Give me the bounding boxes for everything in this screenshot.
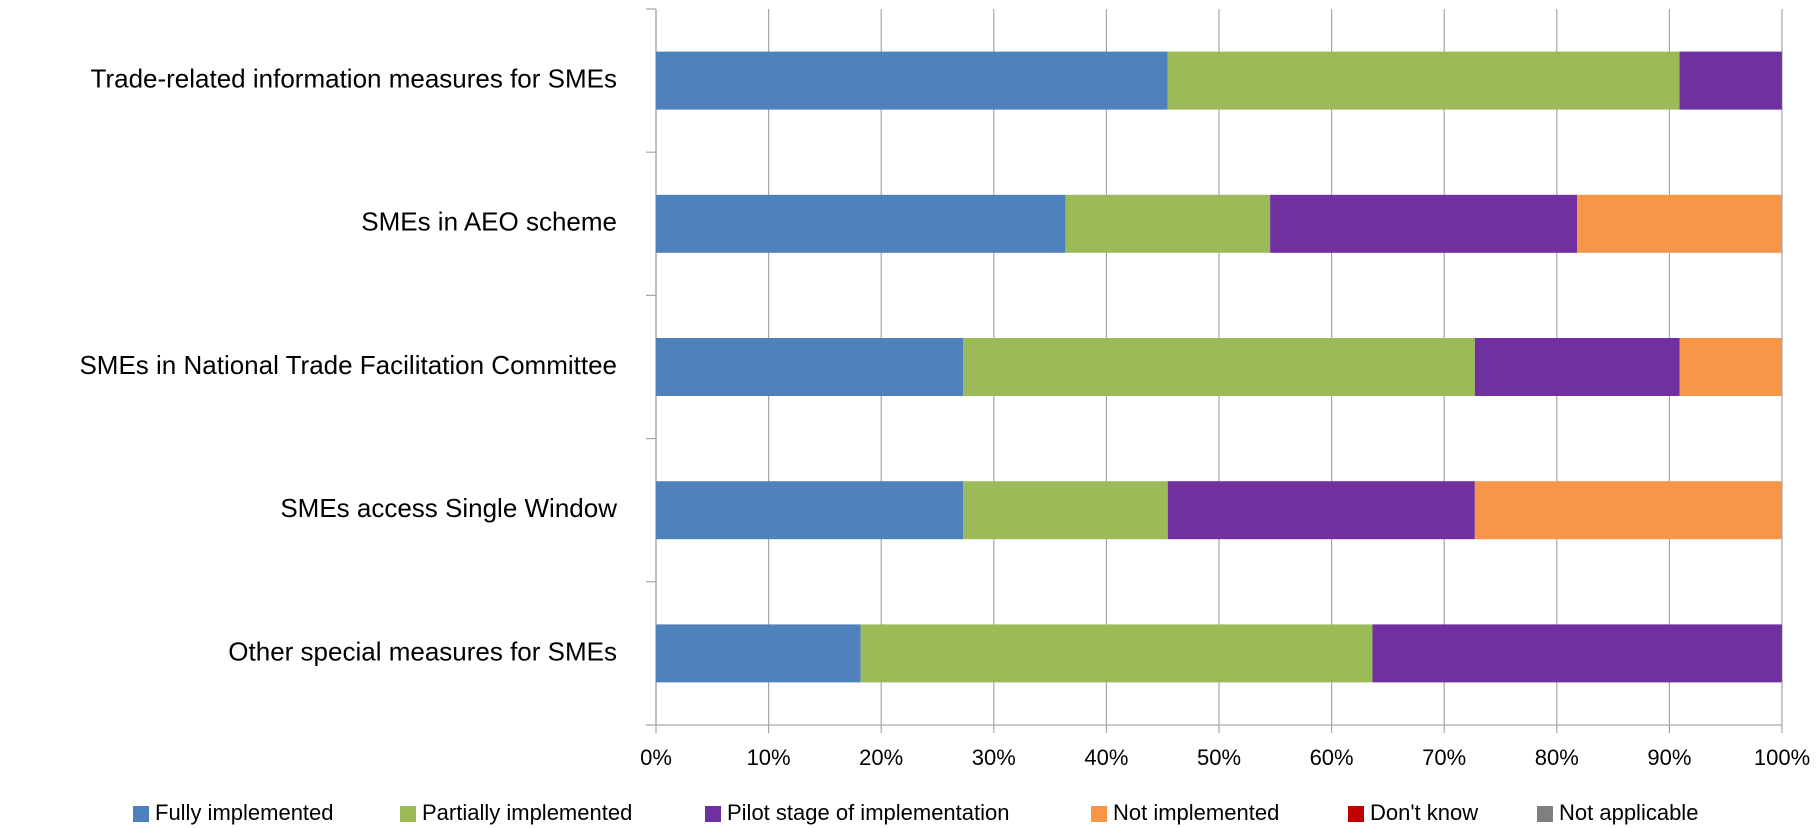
x-tick-label: 90%: [1647, 745, 1691, 770]
bar-segment: [656, 51, 1168, 110]
legend-swatch: [1091, 806, 1107, 822]
bar-segment: [656, 481, 964, 540]
x-tick-label: 50%: [1197, 745, 1241, 770]
x-tick-label: 80%: [1535, 745, 1579, 770]
category-label: SMEs in National Trade Facilitation Comm…: [79, 350, 617, 380]
bar-segment: [963, 338, 1475, 396]
bar-segment: [1679, 338, 1782, 396]
x-tick-label: 70%: [1422, 745, 1466, 770]
legend-label: Not implemented: [1113, 800, 1279, 825]
bar-segment: [1167, 51, 1680, 110]
legend-label: Don't know: [1370, 800, 1478, 825]
x-tick-label: 40%: [1084, 745, 1128, 770]
legend-swatch: [400, 806, 416, 822]
category-label: SMEs in AEO scheme: [361, 207, 617, 237]
bar-segment: [656, 624, 861, 683]
x-tick-label: 0%: [640, 745, 672, 770]
bar-segment: [1167, 481, 1475, 540]
bar-segment: [656, 194, 1066, 253]
bar-segment: [1065, 194, 1271, 253]
x-tick-label: 100%: [1754, 745, 1810, 770]
x-tick-label: 60%: [1310, 745, 1354, 770]
category-label: Other special measures for SMEs: [228, 636, 617, 666]
bar-segment: [1577, 194, 1782, 253]
bar-segment: [1474, 481, 1782, 540]
x-tick-label: 30%: [972, 745, 1016, 770]
legend-swatch: [1537, 806, 1553, 822]
legend-swatch: [1348, 806, 1364, 822]
bar-segment: [656, 338, 964, 396]
category-label: SMEs access Single Window: [280, 493, 617, 523]
legend-label: Fully implemented: [155, 800, 334, 825]
bar-segment: [1270, 194, 1578, 253]
legend-swatch: [705, 806, 721, 822]
x-tick-label: 10%: [747, 745, 791, 770]
legend-label: Not applicable: [1559, 800, 1698, 825]
bar-segment: [1372, 624, 1782, 683]
legend-swatch: [133, 806, 149, 822]
x-tick-label: 20%: [859, 745, 903, 770]
bar-segment: [963, 481, 1168, 540]
bar-segment: [860, 624, 1373, 683]
bar-segment: [1474, 338, 1680, 396]
legend-label: Partially implemented: [422, 800, 632, 825]
legend-label: Pilot stage of implementation: [727, 800, 1010, 825]
bar-segment: [1679, 51, 1782, 110]
category-label: Trade-related information measures for S…: [91, 63, 617, 93]
